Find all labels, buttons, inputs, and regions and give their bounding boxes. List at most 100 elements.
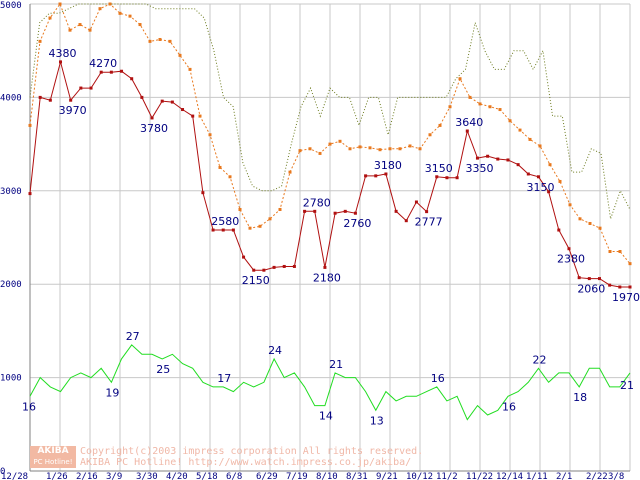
- series-marker-low-red: [191, 114, 195, 118]
- series-marker-avg-orange: [618, 250, 622, 254]
- series-marker-avg-orange: [528, 137, 532, 141]
- series-marker-avg-orange: [458, 77, 462, 81]
- series-marker-avg-orange: [28, 123, 32, 127]
- series-marker-low-red: [364, 174, 368, 178]
- series-marker-low-red: [374, 174, 378, 178]
- series-marker-avg-orange: [508, 119, 512, 123]
- series-line-low-red: [29, 59, 630, 288]
- series-marker-avg-orange: [128, 14, 132, 18]
- series-marker-low-red: [323, 265, 327, 269]
- x-tick-label: 3/8: [608, 472, 624, 480]
- series-marker-avg-orange: [498, 108, 502, 112]
- series-marker-avg-orange: [538, 144, 542, 148]
- series-marker-avg-orange: [278, 207, 282, 211]
- series-marker-low-red: [516, 163, 520, 167]
- series-marker-low-red: [526, 172, 530, 176]
- series-marker-avg-orange: [258, 224, 262, 228]
- series-marker-low-red: [414, 200, 418, 204]
- data-label-red: 2580: [211, 215, 239, 228]
- x-axis-ticks: 12/28 1/26 2/16 3/9 3/30 4/20 5/18 6/8 6/29 7/19 8…: [1, 472, 624, 480]
- series-marker-avg-orange: [558, 179, 562, 183]
- series-marker-avg-orange: [68, 28, 72, 32]
- series-marker-avg-orange: [518, 128, 522, 132]
- series-marker-avg-orange: [568, 203, 572, 207]
- series-marker-low-red: [252, 268, 256, 272]
- series-marker-avg-orange: [218, 165, 222, 169]
- series-marker-low-red: [69, 98, 73, 102]
- data-label-green: 16: [431, 372, 445, 385]
- logo-bottom-text: PC Hotline!: [30, 457, 76, 468]
- series-marker-avg-orange: [78, 23, 82, 27]
- series-marker-low-red: [231, 228, 235, 232]
- x-tick-label: 5/18: [196, 472, 218, 480]
- data-label-red: 3970: [59, 104, 87, 117]
- series-marker-low-red: [89, 86, 93, 90]
- data-label-red: 2180: [313, 271, 341, 284]
- series-marker-avg-orange: [208, 133, 212, 137]
- x-tick-label: 8/10: [316, 472, 338, 480]
- series-marker-low-red: [496, 157, 500, 161]
- data-label-green: 18: [573, 391, 587, 404]
- series-marker-avg-orange: [368, 146, 372, 150]
- data-label-red: 4380: [49, 47, 77, 60]
- series-marker-avg-orange: [188, 67, 192, 71]
- x-tick-label: 1/26: [46, 472, 68, 480]
- series-marker-low-red: [160, 99, 164, 103]
- series-marker-low-red: [272, 265, 276, 269]
- series-marker-avg-orange: [158, 37, 162, 41]
- series-marker-avg-orange: [118, 11, 122, 15]
- series-marker-low-red: [506, 158, 510, 162]
- series-marker-avg-orange: [548, 163, 552, 167]
- series-marker-low-red: [181, 108, 185, 112]
- y-tick-label: 3000: [0, 187, 22, 197]
- series-marker-avg-orange: [328, 142, 332, 146]
- series-marker-avg-orange: [628, 262, 632, 266]
- x-tick-label: 3/30: [136, 472, 158, 480]
- data-label-red: 3150: [526, 181, 554, 194]
- y-tick-label: 1000: [0, 374, 22, 384]
- x-tick-label: 6/8: [226, 472, 242, 480]
- x-tick-label: 9/21: [376, 472, 398, 480]
- series-marker-low-red: [109, 70, 113, 74]
- x-tick-label: 11/2: [436, 472, 458, 480]
- series-marker-avg-orange: [488, 105, 492, 109]
- series-marker-low-red: [628, 285, 632, 289]
- series-marker-avg-orange: [578, 217, 582, 221]
- data-label-red: 4270: [89, 57, 117, 70]
- series-marker-avg-orange: [38, 39, 42, 43]
- series-marker-low-red: [262, 268, 266, 272]
- data-label-red: 2150: [242, 274, 270, 287]
- x-tick-label: 8/31: [346, 472, 368, 480]
- series-marker-low-red: [130, 77, 134, 81]
- series-marker-low-red: [547, 190, 551, 194]
- series-line-count-green: [29, 344, 631, 421]
- x-tick-label: 2/22: [586, 472, 608, 480]
- data-label-red: 3640: [455, 116, 483, 129]
- copyright-line-2: AKIBA PC Hotline! http://www.watch.impre…: [80, 457, 412, 468]
- y-tick-label: 0: [0, 467, 5, 477]
- series-marker-low-red: [557, 228, 561, 232]
- data-label-red: 2760: [343, 217, 371, 230]
- x-tick-label: 4/20: [166, 472, 188, 480]
- series-marker-low-red: [150, 116, 154, 120]
- series-marker-avg-orange: [138, 23, 142, 27]
- series-marker-avg-orange: [298, 149, 302, 153]
- series-marker-low-red: [536, 175, 540, 179]
- x-tick-label: 12/28: [1, 472, 28, 480]
- series-marker-low-red: [618, 285, 622, 289]
- series-marker-avg-orange: [438, 123, 442, 127]
- x-tick-label: 12/14: [496, 472, 523, 480]
- copyright-text: Copyright(c)2003 impress corporation All…: [80, 446, 423, 468]
- series-marker-low-red: [597, 277, 601, 281]
- series-marker-low-red: [455, 176, 459, 180]
- series-marker-low-red: [59, 60, 63, 64]
- series-marker-low-red: [99, 70, 103, 74]
- x-tick-label: 2/1: [556, 472, 572, 480]
- series-marker-avg-orange: [388, 147, 392, 151]
- chart-data-labels: 4380 3970 4270 3780 2580 2150 2780 2180 2760 3180…: [22, 47, 640, 427]
- data-label-red: 2780: [303, 196, 331, 209]
- series-marker-low-red: [292, 264, 296, 268]
- series-marker-low-red: [475, 156, 479, 160]
- logo-top-text: AKIBA: [30, 446, 76, 457]
